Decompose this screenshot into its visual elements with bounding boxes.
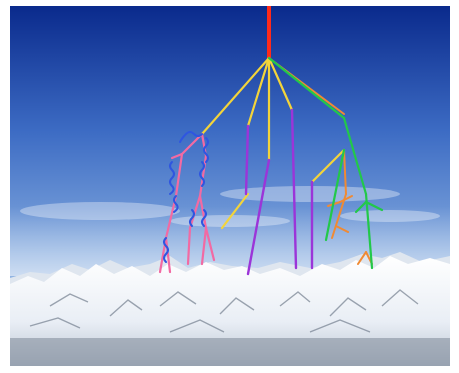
mountain-shadow <box>10 338 450 366</box>
electron-tracks <box>158 132 216 274</box>
photon-tracks <box>163 131 209 263</box>
particle-shower <box>158 6 384 276</box>
air-shower-photo <box>10 6 450 366</box>
muon-tracks <box>267 56 384 270</box>
pion-tracks <box>244 108 314 276</box>
rock-streaks <box>29 289 419 333</box>
hadron-tracks <box>200 56 346 230</box>
